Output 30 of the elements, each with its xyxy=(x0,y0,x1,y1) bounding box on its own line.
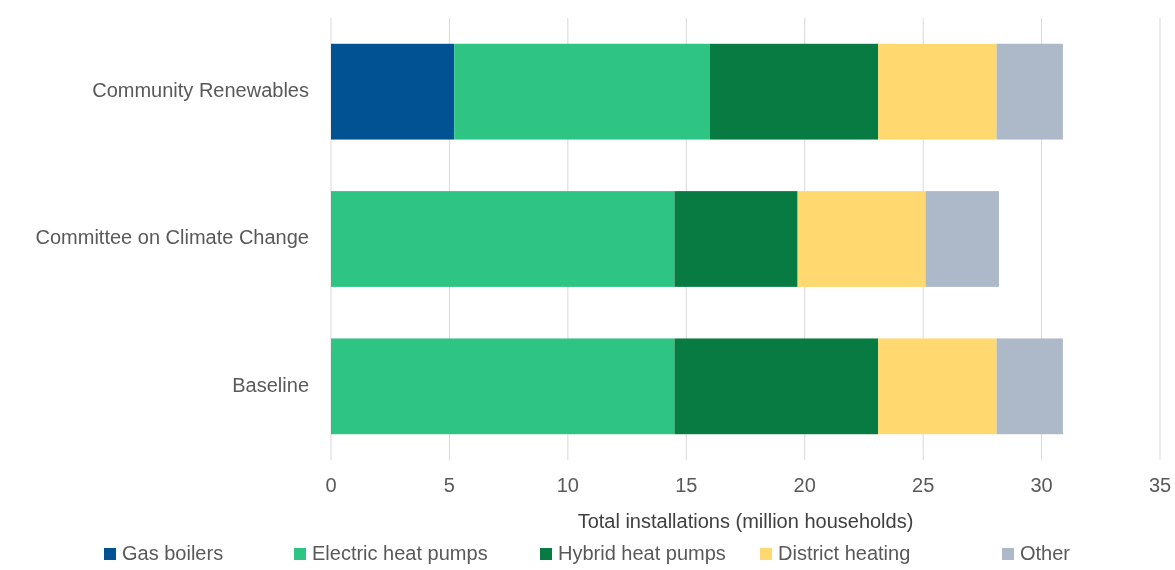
x-tick-label: 25 xyxy=(912,474,935,496)
x-tick-label: 0 xyxy=(325,474,337,496)
x-tick-label: 35 xyxy=(1148,474,1172,496)
bar xyxy=(925,191,999,287)
bar xyxy=(878,43,997,140)
y-tick-label: Community Renewables xyxy=(92,78,309,101)
y-tick-label: Committee on Climate Change xyxy=(35,226,309,249)
bar xyxy=(674,338,879,435)
bar xyxy=(878,338,997,435)
legend-label: Hybrid heat pumps xyxy=(558,542,726,564)
legend-label: Electric heat pumps xyxy=(312,542,488,564)
bar xyxy=(797,191,926,287)
x-tick-label: 30 xyxy=(1030,474,1053,496)
x-axis-title: Total installations (million households) xyxy=(577,510,914,532)
bar xyxy=(331,43,455,140)
x-tick-label: 15 xyxy=(675,474,698,496)
bar xyxy=(331,191,675,287)
x-tick-label: 5 xyxy=(443,474,455,496)
x-tick-label: 20 xyxy=(793,474,816,496)
bar xyxy=(331,338,675,435)
legend-label: District heating xyxy=(778,542,911,564)
x-tick-label: 10 xyxy=(556,474,579,496)
bar xyxy=(996,43,1063,140)
legend-label: Other xyxy=(1020,542,1071,564)
bar xyxy=(454,43,710,140)
legend-label: Gas boilers xyxy=(122,542,224,564)
bar xyxy=(709,43,879,140)
bar xyxy=(674,191,798,287)
y-tick-label: Baseline xyxy=(232,373,309,396)
bar xyxy=(996,338,1063,435)
